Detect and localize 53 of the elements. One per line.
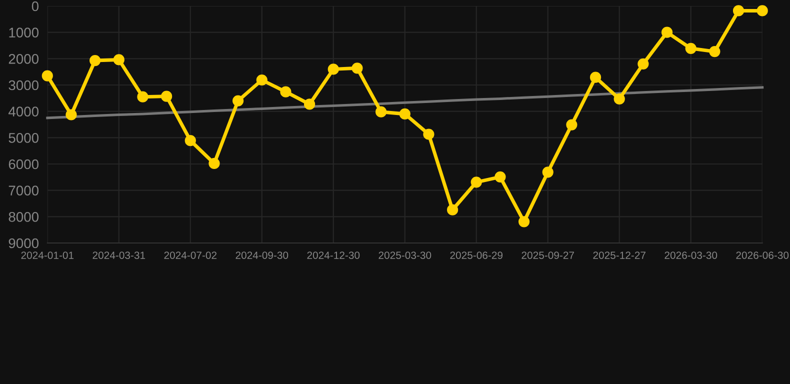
y-tick-label: 1000 — [9, 28, 39, 38]
point — [375, 106, 387, 118]
point — [685, 42, 696, 54]
point — [280, 86, 292, 98]
point — [42, 70, 53, 82]
x-tick-label: 2024-09-30 — [236, 252, 288, 259]
point — [304, 98, 316, 110]
y-tick-label: 0 — [32, 1, 39, 12]
point — [470, 176, 482, 188]
point — [256, 74, 268, 86]
point — [184, 135, 196, 146]
point — [590, 72, 602, 83]
y-tick-label: 5000 — [8, 133, 39, 143]
point — [208, 158, 220, 170]
point — [352, 62, 363, 74]
x-tick-label: 2024-12-30 — [307, 252, 360, 259]
y-tick-label: 7000 — [8, 186, 39, 196]
x-tick-label: 2024-07-02 — [164, 252, 217, 259]
point — [661, 26, 673, 38]
y-tick-label: 3000 — [8, 80, 39, 90]
point — [566, 119, 578, 130]
point — [137, 91, 148, 102]
point — [399, 108, 410, 120]
x-tick-label: 2024-03-31 — [92, 252, 146, 259]
x-tick-label: 2025-03-30 — [378, 252, 432, 259]
point — [446, 204, 458, 216]
point — [518, 216, 530, 228]
x-tick-label: 2024-01-01 — [21, 252, 74, 259]
y-tick-label: 6000 — [8, 159, 39, 170]
point — [542, 166, 554, 178]
point — [709, 46, 720, 58]
point — [90, 54, 101, 66]
point — [638, 58, 649, 70]
x-tick-label: 2025-06-29 — [450, 252, 503, 259]
x-tick-label: 2025-12-27 — [593, 252, 646, 259]
point — [232, 95, 244, 106]
x-tick-label: 2026-03-30 — [664, 252, 718, 259]
x-tick-label: 2026-06-30 — [736, 252, 789, 259]
point — [494, 171, 506, 182]
point — [423, 128, 434, 140]
point — [161, 90, 172, 102]
point — [328, 64, 339, 75]
point — [614, 93, 625, 105]
point — [113, 54, 124, 66]
point — [66, 109, 77, 120]
y-tick-label: 2000 — [8, 54, 39, 64]
y-tick-label: 9000 — [8, 238, 39, 248]
point — [732, 5, 744, 16]
y-tick-label: 4000 — [8, 106, 39, 117]
y-tick-label: 8000 — [8, 212, 39, 222]
point — [756, 5, 768, 16]
x-tick-label: 2025-09-27 — [522, 252, 574, 259]
line-series — [46, 86, 764, 120]
